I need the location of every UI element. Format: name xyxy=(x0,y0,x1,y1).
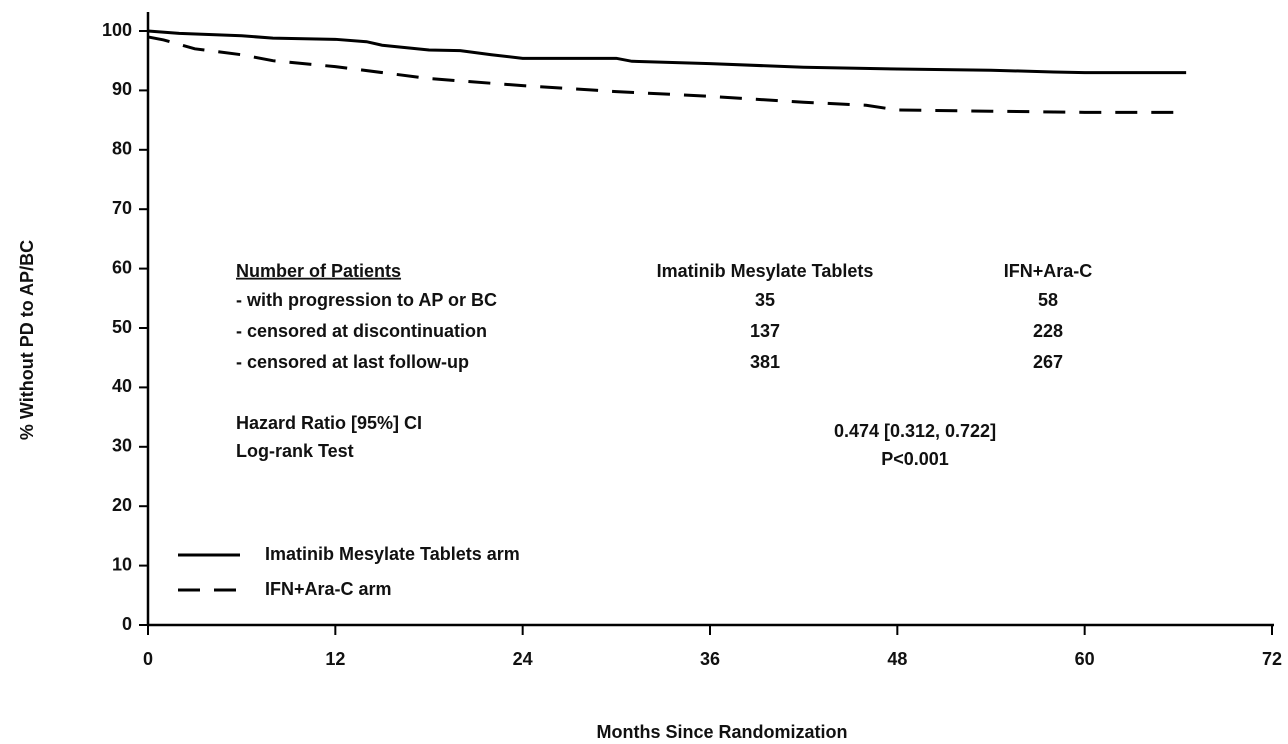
y-tick-label: 100 xyxy=(102,20,132,40)
y-tick-label: 80 xyxy=(112,139,132,159)
stat-value: 0.474 [0.312, 0.722] xyxy=(834,421,996,441)
y-tick-label: 40 xyxy=(112,376,132,396)
table-cell: 137 xyxy=(750,321,780,341)
legend-label: Imatinib Mesylate Tablets arm xyxy=(265,544,520,564)
series-line xyxy=(147,35,1187,114)
y-tick-label: 0 xyxy=(122,614,132,634)
x-tick-label: 0 xyxy=(143,649,153,669)
x-tick-label: 12 xyxy=(325,649,345,669)
x-axis-label: Months Since Randomization xyxy=(596,722,847,742)
table-header: Number of Patients xyxy=(236,261,401,281)
stat-value: P<0.001 xyxy=(881,449,949,469)
x-tick-label: 36 xyxy=(700,649,720,669)
table-cell: - censored at last follow-up xyxy=(236,352,469,372)
y-axis-label: % Without PD to AP/BC xyxy=(17,240,37,440)
table-cell: 58 xyxy=(1038,290,1058,310)
series-line xyxy=(147,29,1187,75)
table-cell: - with progression to AP or BC xyxy=(236,290,497,310)
y-tick-label: 60 xyxy=(112,257,132,277)
table-cell: 381 xyxy=(750,352,780,372)
x-tick-label: 60 xyxy=(1075,649,1095,669)
y-tick-label: 20 xyxy=(112,495,132,515)
y-tick-label: 90 xyxy=(112,79,132,99)
table-cell: 267 xyxy=(1033,352,1063,372)
x-tick-label: 72 xyxy=(1262,649,1282,669)
table-cell: - censored at discontinuation xyxy=(236,321,487,341)
stat-label: Log-rank Test xyxy=(236,441,354,461)
y-tick-label: 30 xyxy=(112,436,132,456)
legend-label: IFN+Ara-C arm xyxy=(265,579,392,599)
table-cell: 228 xyxy=(1033,321,1063,341)
table-cell: 35 xyxy=(755,290,775,310)
table-header: IFN+Ara-C xyxy=(1004,261,1093,281)
table-header: Imatinib Mesylate Tablets xyxy=(657,261,874,281)
stat-label: Hazard Ratio [95%] CI xyxy=(236,413,422,433)
x-tick-label: 48 xyxy=(887,649,907,669)
y-tick-label: 10 xyxy=(112,554,132,574)
x-tick-label: 24 xyxy=(513,649,533,669)
y-tick-label: 50 xyxy=(112,317,132,337)
y-tick-label: 70 xyxy=(112,198,132,218)
